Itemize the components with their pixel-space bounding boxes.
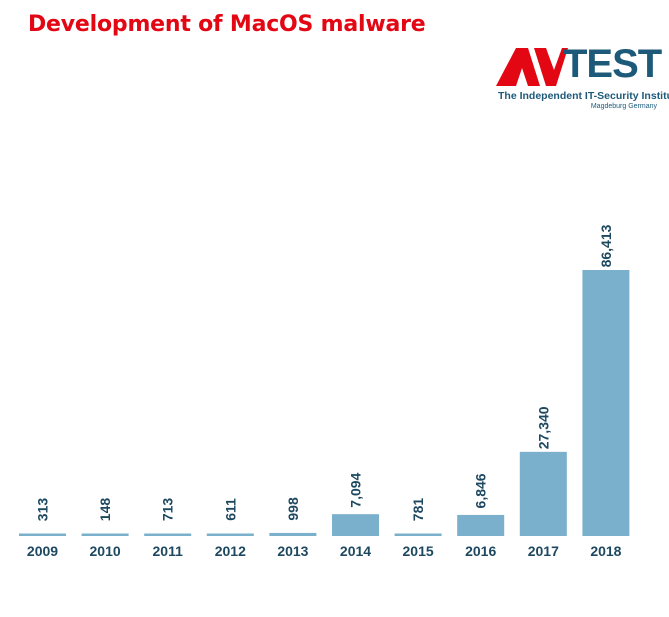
- category-label-2016: 2016: [465, 543, 496, 559]
- category-label-2011: 2011: [153, 543, 184, 559]
- category-label-2012: 2012: [215, 543, 246, 559]
- logo-tagline: The Independent IT-Security Institute: [498, 90, 669, 102]
- value-label-2010: 148: [97, 498, 113, 522]
- av-logo-mark-icon: [496, 48, 568, 86]
- bar-2018: [582, 270, 630, 536]
- bar-2017: [519, 451, 567, 536]
- value-label-2014: 7,094: [348, 472, 364, 507]
- bar-2012: [206, 533, 254, 536]
- page-title: Development of MacOS malware: [28, 12, 426, 37]
- category-label-2015: 2015: [403, 543, 434, 559]
- category-label-2017: 2017: [528, 543, 559, 559]
- category-label-2010: 2010: [90, 543, 121, 559]
- logo-wordmark: TEST: [563, 42, 662, 86]
- value-label-2016: 6,846: [473, 473, 489, 508]
- category-label-2018: 2018: [590, 543, 621, 559]
- bar-2010: [81, 533, 129, 536]
- value-label-2013: 998: [285, 497, 301, 521]
- value-label-2012: 611: [222, 498, 238, 521]
- value-label-2015: 781: [410, 498, 426, 522]
- value-label-2017: 27,340: [535, 406, 551, 449]
- value-label-2018: 86,413: [598, 224, 614, 267]
- logo-location: Magdeburg Germany: [590, 103, 657, 110]
- category-label-2013: 2013: [277, 543, 308, 559]
- category-label-2009: 2009: [27, 543, 58, 559]
- bar-2013: [269, 532, 317, 536]
- bar-2016: [457, 514, 505, 536]
- category-label-2014: 2014: [340, 543, 371, 559]
- bar-2014: [332, 514, 379, 536]
- value-label-2009: 313: [35, 498, 51, 522]
- bar-2011: [144, 533, 192, 536]
- value-label-2011: 713: [160, 498, 176, 522]
- bar-2015: [394, 533, 442, 536]
- bar-2009: [19, 533, 66, 536]
- av-test-logo: TEST The Independent IT-Security Institu…: [496, 42, 669, 116]
